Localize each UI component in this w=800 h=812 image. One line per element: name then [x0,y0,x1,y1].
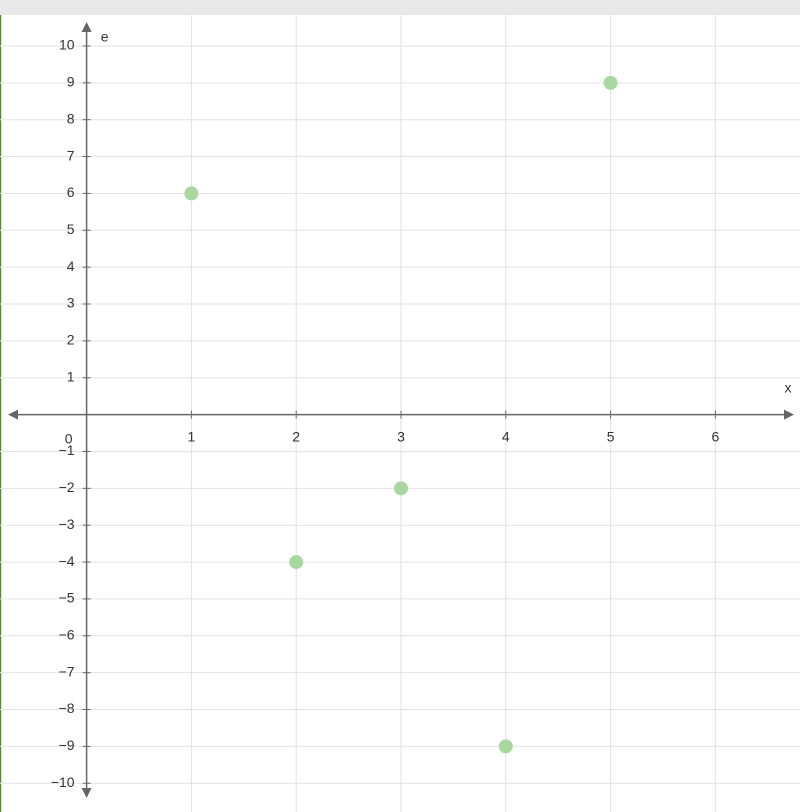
point [498,739,513,754]
arrow [81,22,92,32]
x-tick-label: 6 [712,428,720,444]
y-tick-label: 10 [59,37,75,53]
origin-label: 0 [65,430,73,446]
y-tick-label: −5 [59,590,75,606]
x-tick-label: 4 [502,428,510,444]
x-tick-label: 2 [292,428,300,444]
x-tick-label: 5 [607,428,615,444]
y-tick-label: 6 [67,184,75,200]
y-tick-label: −7 [59,663,75,679]
y-tick-label: −6 [59,626,75,642]
point [184,186,199,201]
arrow [81,788,92,798]
point [289,555,304,570]
y-tick-label: −1 [59,442,75,458]
point [603,75,618,90]
y-tick-label: 9 [67,74,75,90]
arrow [784,409,794,420]
x-tick-label: 3 [397,428,405,444]
y-tick-label: −3 [59,516,75,532]
y-tick-label: 8 [67,110,75,126]
y-axis-label: e [101,29,109,45]
arrow [8,409,18,420]
y-tick-label: −8 [59,700,75,716]
y-tick-label: 5 [67,221,75,237]
point [394,481,408,496]
y-tick-label: −10 [51,774,75,790]
top-bar [0,0,800,15]
y-tick-label: 1 [67,368,75,384]
y-tick-label: 2 [67,332,75,348]
y-tick-label: −2 [59,479,75,495]
x-axis-label: x [785,379,792,395]
y-tick-label: 4 [67,258,75,274]
y-tick-label: 7 [67,147,75,163]
y-tick-label: −9 [59,737,75,753]
y-tick-label: −4 [59,553,75,569]
y-tick-label: 3 [67,295,75,311]
x-tick-label: 1 [188,428,196,444]
